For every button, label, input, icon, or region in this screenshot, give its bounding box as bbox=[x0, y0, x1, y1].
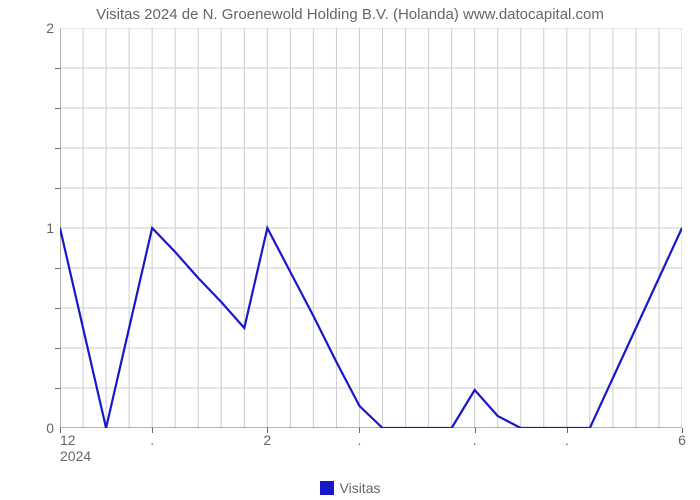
x-tick-label: . bbox=[565, 432, 569, 448]
legend-swatch bbox=[320, 481, 334, 495]
x-tick-label: 2 bbox=[263, 432, 271, 448]
legend-label: Visitas bbox=[340, 480, 381, 496]
x-tick-label: . bbox=[358, 432, 362, 448]
legend: Visitas bbox=[0, 480, 700, 496]
chart-title: Visitas 2024 de N. Groenewold Holding B.… bbox=[0, 6, 700, 23]
chart-svg bbox=[60, 28, 682, 428]
x-tick-label: 6 bbox=[678, 432, 686, 448]
x-tick-label: . bbox=[473, 432, 477, 448]
y-tick-label: 2 bbox=[46, 20, 54, 36]
y-tick-label: 1 bbox=[46, 220, 54, 236]
x-tick-label: 12 2024 bbox=[60, 432, 91, 464]
plot-area: 01212 2024.2...6 bbox=[60, 28, 682, 428]
chart-container: { "chart": { "type": "line", "title": "V… bbox=[0, 0, 700, 500]
y-tick-label: 0 bbox=[46, 420, 54, 436]
x-tick-label: . bbox=[150, 432, 154, 448]
